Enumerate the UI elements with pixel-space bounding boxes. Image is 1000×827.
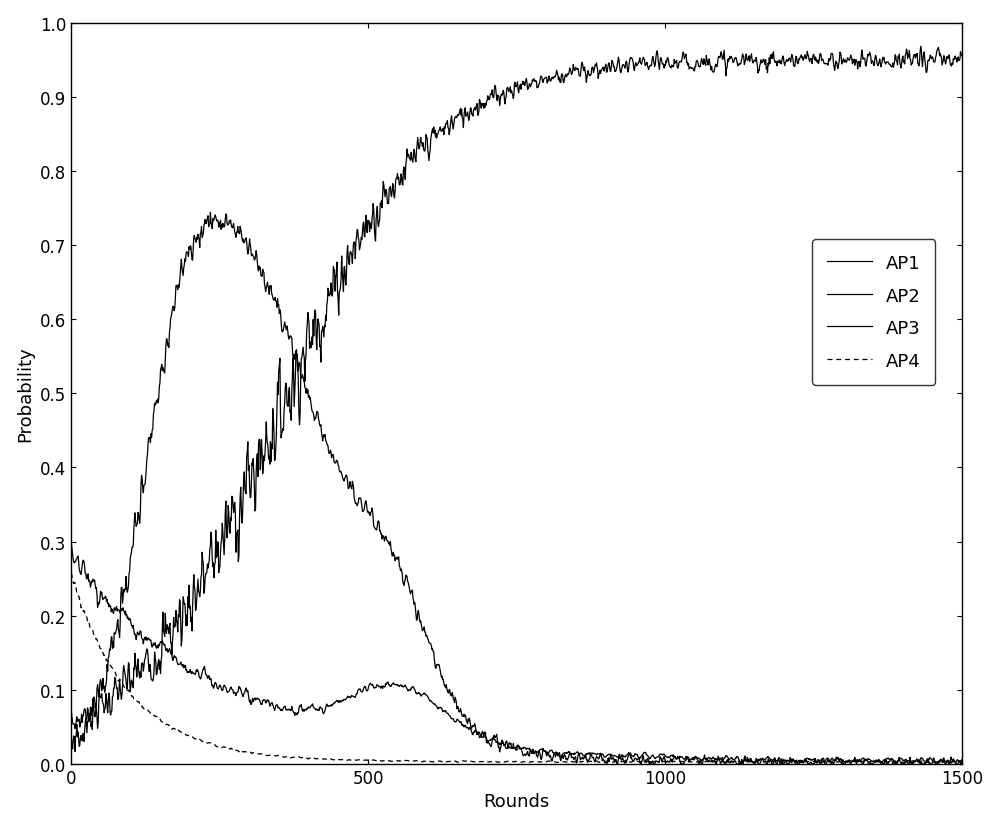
AP2 xyxy=(478,729,490,739)
Line: AP4: AP4 xyxy=(71,573,962,762)
AP3 xyxy=(134,626,146,636)
AP3 xyxy=(462,723,474,733)
AP4 xyxy=(462,756,474,766)
AP3 xyxy=(956,755,968,765)
AP1 xyxy=(915,42,927,52)
AP1 xyxy=(65,708,77,718)
AP1 xyxy=(444,127,456,137)
AP1 xyxy=(135,672,147,682)
AP2 xyxy=(134,508,146,518)
Line: AP1: AP1 xyxy=(71,47,962,733)
AP3 xyxy=(891,759,903,769)
AP2 xyxy=(204,208,216,218)
AP1 xyxy=(573,68,585,78)
AP1 xyxy=(478,100,490,110)
AP4 xyxy=(65,568,77,578)
AP4 xyxy=(478,757,490,767)
AP3 xyxy=(572,748,584,758)
AP1 xyxy=(956,52,968,62)
AP4 xyxy=(443,757,455,767)
Legend: AP1, AP2, AP3, AP4: AP1, AP2, AP3, AP4 xyxy=(812,240,935,385)
AP1 xyxy=(171,618,183,628)
AP3 xyxy=(171,655,183,665)
AP2 xyxy=(956,758,968,767)
AP4 xyxy=(956,757,968,767)
AP4 xyxy=(171,724,183,734)
AP2 xyxy=(65,734,77,743)
Y-axis label: Probability: Probability xyxy=(17,346,35,442)
AP4 xyxy=(923,758,935,767)
AP1 xyxy=(462,113,474,123)
AP2 xyxy=(462,715,474,724)
X-axis label: Rounds: Rounds xyxy=(484,792,550,810)
AP2 xyxy=(573,748,585,758)
AP3 xyxy=(478,732,490,742)
AP4 xyxy=(134,699,146,709)
Line: AP2: AP2 xyxy=(71,213,962,764)
AP4 xyxy=(572,757,584,767)
AP2 xyxy=(171,281,183,291)
AP2 xyxy=(444,686,456,696)
AP1 xyxy=(81,728,93,738)
Line: AP3: AP3 xyxy=(71,544,962,764)
AP3 xyxy=(65,539,77,549)
AP3 xyxy=(443,710,455,720)
AP2 xyxy=(601,759,613,769)
